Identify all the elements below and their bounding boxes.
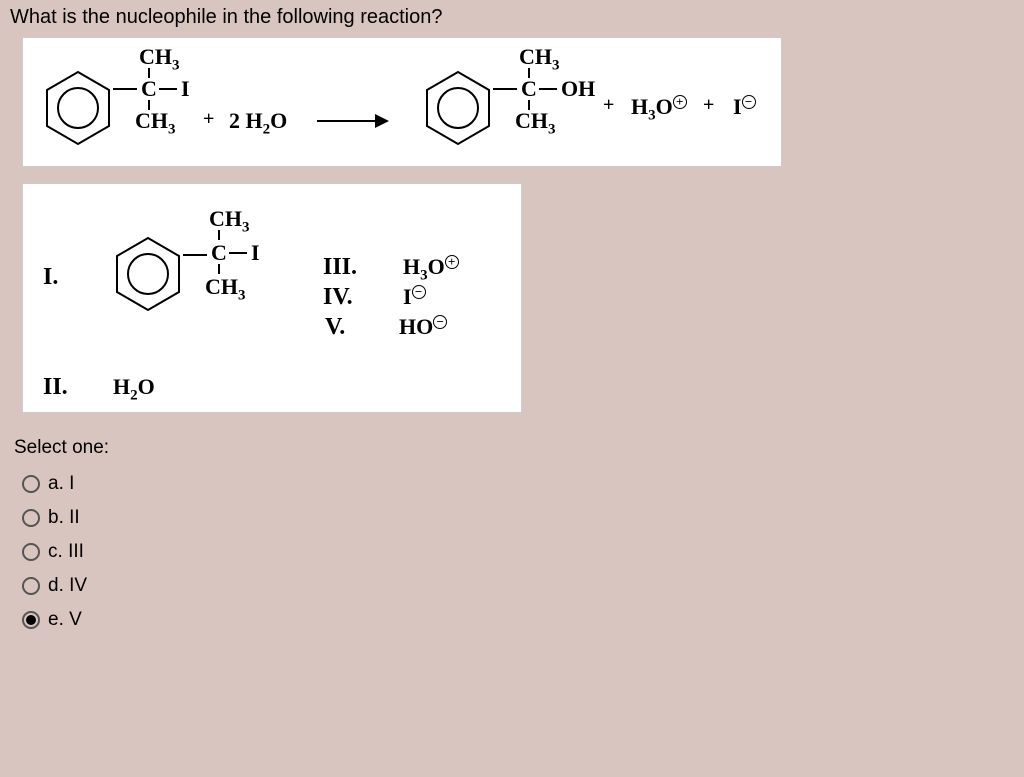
reactant-ch3-bot: CH3 xyxy=(135,108,176,138)
option-b-label[interactable]: b. II xyxy=(48,507,80,529)
choice-ii-text: H2O xyxy=(113,374,155,404)
choice-i-c: C xyxy=(211,240,227,266)
select-one-label: Select one: xyxy=(14,437,1024,459)
bond-icon xyxy=(539,88,557,90)
product-ch3-top: CH3 xyxy=(519,44,560,74)
reaction-panel: CH3 C I CH3 + 2 H2O CH3 C OH CH3 + H3O+ … xyxy=(22,37,782,167)
plus-icon: + xyxy=(203,108,214,131)
radio-e[interactable] xyxy=(22,611,40,629)
choice-i-i: I xyxy=(251,240,260,266)
choice-i-benzene-icon xyxy=(113,234,183,314)
choice-iv-label: IV. xyxy=(323,284,353,311)
choice-v-text: HO− xyxy=(399,314,447,340)
reactant-benzene-icon xyxy=(43,68,113,148)
option-e-row[interactable]: e. V xyxy=(14,603,1024,637)
plus-icon: + xyxy=(603,94,614,117)
product-oh: OH xyxy=(561,76,595,102)
bond-icon xyxy=(493,88,517,90)
bond-icon xyxy=(218,264,220,274)
product-ch3-bot: CH3 xyxy=(515,108,556,138)
reaction-arrow-icon xyxy=(317,120,387,122)
reactant-c: C xyxy=(141,76,157,102)
option-d-label[interactable]: d. IV xyxy=(48,575,87,597)
plus-icon: + xyxy=(703,94,714,117)
option-b-row[interactable]: b. II xyxy=(14,501,1024,535)
radio-a[interactable] xyxy=(22,475,40,493)
h3o-product: H3O+ xyxy=(631,94,687,124)
bond-icon xyxy=(218,230,220,240)
question-text: What is the nucleophile in the following… xyxy=(0,0,1024,33)
choice-i-label: I. xyxy=(43,264,58,291)
bond-icon xyxy=(159,88,177,90)
select-one-area: Select one: a. I b. II c. III d. IV e. V xyxy=(14,437,1024,637)
choice-iii-label: III. xyxy=(323,254,357,281)
reactant-ch3-top: CH3 xyxy=(139,44,180,74)
option-e-label[interactable]: e. V xyxy=(48,609,82,631)
product-c: C xyxy=(521,76,537,102)
water-reactant: 2 H2O xyxy=(229,108,287,138)
radio-d[interactable] xyxy=(22,577,40,595)
choices-panel: I. CH3 C I CH3 II. H2O III. H3O+ IV. I− … xyxy=(22,183,522,413)
choice-i-ch3-top: CH3 xyxy=(209,206,250,236)
bond-icon xyxy=(183,254,207,256)
option-c-label[interactable]: c. III xyxy=(48,541,84,563)
choice-v-label: V. xyxy=(325,314,345,341)
option-d-row[interactable]: d. IV xyxy=(14,569,1024,603)
choice-ii-label: II. xyxy=(43,374,68,401)
radio-c[interactable] xyxy=(22,543,40,561)
option-a-label[interactable]: a. I xyxy=(48,473,74,495)
option-c-row[interactable]: c. III xyxy=(14,535,1024,569)
reactant-i: I xyxy=(181,76,190,102)
choice-iv-text: I− xyxy=(403,284,426,310)
radio-b[interactable] xyxy=(22,509,40,527)
choice-i-ch3-bot: CH3 xyxy=(205,274,246,304)
option-a-row[interactable]: a. I xyxy=(14,467,1024,501)
choice-iii-text: H3O+ xyxy=(403,254,459,284)
iodide-product: I− xyxy=(733,94,756,120)
product-benzene-icon xyxy=(423,68,493,148)
bond-icon xyxy=(113,88,137,90)
bond-icon xyxy=(229,252,247,254)
